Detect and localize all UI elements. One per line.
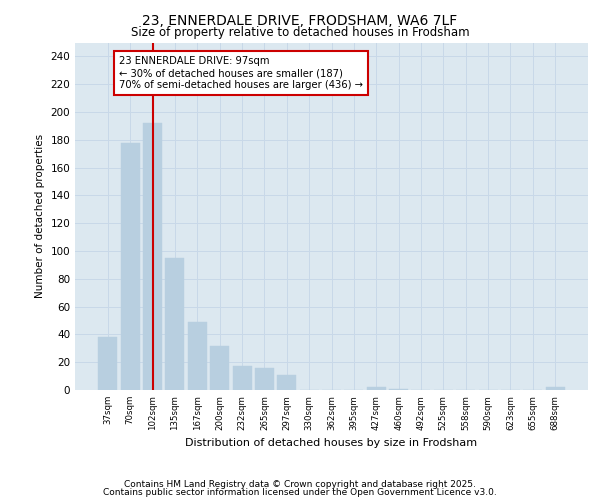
Bar: [277, 374, 296, 390]
Bar: [98, 337, 118, 390]
Bar: [121, 142, 140, 390]
Text: 23 ENNERDALE DRIVE: 97sqm
← 30% of detached houses are smaller (187)
70% of semi: 23 ENNERDALE DRIVE: 97sqm ← 30% of detac…: [119, 56, 363, 90]
Bar: [166, 258, 184, 390]
X-axis label: Distribution of detached houses by size in Frodsham: Distribution of detached houses by size …: [185, 438, 478, 448]
Y-axis label: Number of detached properties: Number of detached properties: [35, 134, 45, 298]
Bar: [233, 366, 251, 390]
Bar: [188, 322, 207, 390]
Text: 23, ENNERDALE DRIVE, FRODSHAM, WA6 7LF: 23, ENNERDALE DRIVE, FRODSHAM, WA6 7LF: [142, 14, 458, 28]
Bar: [367, 387, 386, 390]
Bar: [389, 388, 408, 390]
Bar: [143, 123, 162, 390]
Bar: [210, 346, 229, 390]
Bar: [255, 368, 274, 390]
Text: Contains HM Land Registry data © Crown copyright and database right 2025.: Contains HM Land Registry data © Crown c…: [124, 480, 476, 489]
Bar: [545, 387, 565, 390]
Text: Contains public sector information licensed under the Open Government Licence v3: Contains public sector information licen…: [103, 488, 497, 497]
Text: Size of property relative to detached houses in Frodsham: Size of property relative to detached ho…: [131, 26, 469, 39]
